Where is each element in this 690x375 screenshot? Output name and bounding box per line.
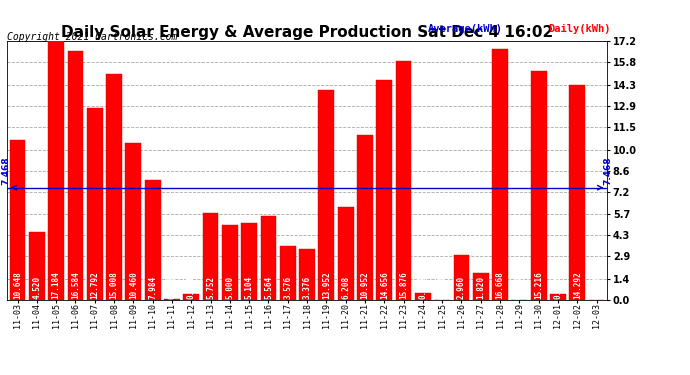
Bar [68, 51, 83, 300]
Bar [473, 273, 489, 300]
Text: 0.060: 0.060 [168, 276, 177, 299]
Text: 4.520: 4.520 [32, 276, 41, 299]
Text: 7.984: 7.984 [148, 276, 157, 299]
Bar [48, 42, 64, 300]
Text: 1.820: 1.820 [476, 276, 485, 299]
Bar [29, 232, 45, 300]
Text: 12.792: 12.792 [90, 271, 99, 299]
Text: 0.000: 0.000 [515, 276, 524, 299]
Text: 10.460: 10.460 [129, 271, 138, 299]
Text: 10.952: 10.952 [360, 271, 369, 299]
Bar [299, 249, 315, 300]
Bar [319, 90, 334, 300]
Bar [453, 255, 469, 300]
Text: 5.752: 5.752 [206, 276, 215, 299]
Bar [87, 108, 103, 300]
Bar [184, 294, 199, 300]
Text: 6.208: 6.208 [341, 276, 350, 299]
Bar [337, 207, 353, 300]
Text: 10.648: 10.648 [13, 271, 22, 299]
Text: 2.960: 2.960 [457, 276, 466, 299]
Bar [145, 180, 161, 300]
Text: 0.404: 0.404 [187, 276, 196, 299]
Bar [550, 294, 566, 300]
Text: 17.184: 17.184 [52, 271, 61, 299]
Bar [569, 85, 585, 300]
Text: 0.468: 0.468 [418, 276, 427, 299]
Bar [395, 61, 411, 300]
Bar [415, 293, 431, 300]
Bar [357, 135, 373, 300]
Bar [126, 142, 141, 300]
Text: 0.000: 0.000 [592, 276, 601, 299]
Text: 0.372: 0.372 [553, 276, 562, 299]
Text: 5.000: 5.000 [226, 276, 235, 299]
Title: Daily Solar Energy & Average Production Sat Dec 4 16:02: Daily Solar Energy & Average Production … [61, 25, 553, 40]
Text: 0.000: 0.000 [437, 276, 446, 299]
Bar [10, 140, 26, 300]
Text: 16.584: 16.584 [71, 271, 80, 299]
Text: 5.104: 5.104 [245, 276, 254, 299]
Bar [376, 80, 392, 300]
Text: 15.876: 15.876 [399, 271, 408, 299]
Bar [222, 225, 238, 300]
Text: 3.376: 3.376 [302, 276, 312, 299]
Bar [241, 223, 257, 300]
Bar [261, 216, 277, 300]
Text: 15.216: 15.216 [534, 271, 543, 299]
Text: 16.668: 16.668 [495, 271, 504, 299]
Bar [280, 246, 295, 300]
Text: Average(kWh): Average(kWh) [428, 24, 503, 34]
Bar [492, 49, 508, 300]
Text: 14.292: 14.292 [573, 271, 582, 299]
Text: Copyright 2021 Cartronics.com: Copyright 2021 Cartronics.com [7, 32, 177, 42]
Text: 13.952: 13.952 [322, 271, 331, 299]
Text: 3.576: 3.576 [284, 276, 293, 299]
Bar [106, 74, 122, 300]
Text: Daily(kWh): Daily(kWh) [549, 24, 611, 34]
Bar [164, 299, 180, 300]
Bar [531, 71, 546, 300]
Text: 15.008: 15.008 [110, 271, 119, 299]
Text: 14.656: 14.656 [380, 271, 388, 299]
Text: 7.468: 7.468 [1, 157, 10, 185]
Text: 5.564: 5.564 [264, 276, 273, 299]
Bar [203, 213, 219, 300]
Text: 7.468: 7.468 [604, 157, 613, 185]
